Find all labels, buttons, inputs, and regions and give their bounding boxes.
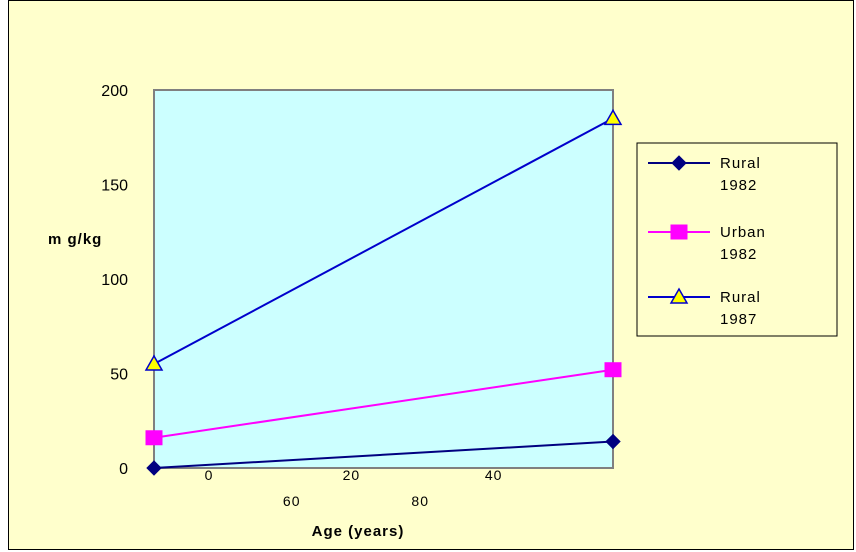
series-line: [153, 440, 614, 469]
legend-label: Rural: [720, 289, 761, 306]
legend-label: 1982: [720, 177, 757, 194]
data-point-square: [604, 362, 622, 378]
data-point-triangle: [603, 108, 623, 126]
x-tick-label: 40: [485, 467, 503, 483]
data-point-square: [145, 430, 163, 446]
data-point-diamond: [146, 460, 162, 476]
x-tick-label: 80: [411, 493, 429, 509]
x-tick-label: 60: [283, 493, 301, 509]
y-tick-label: 150: [101, 178, 128, 195]
data-point-square: [670, 224, 688, 240]
legend-label: Urban: [720, 224, 766, 241]
data-point-diamond: [671, 155, 687, 171]
y-axis-ticks: 0 50 100 150 200: [101, 83, 128, 478]
y-axis-title: m g/kg: [48, 231, 102, 248]
legend-box: [636, 142, 838, 337]
legend-label: 1982: [720, 246, 757, 263]
y-tick-label: 200: [101, 83, 128, 100]
x-tick-label: 20: [343, 467, 361, 483]
plot-area: [153, 89, 614, 469]
y-tick-label: 0: [119, 461, 128, 478]
series-lines: [153, 117, 614, 469]
legend-label: Rural: [720, 155, 761, 172]
series-line: [153, 117, 614, 365]
legend: Rural 1982 Urban 1982 Rural 1987: [636, 142, 838, 337]
series-line: [153, 368, 614, 439]
data-point-triangle: [669, 287, 689, 304]
y-tick-label: 100: [101, 272, 128, 289]
series-markers: [144, 108, 623, 476]
legend-label: 1987: [720, 311, 757, 328]
x-tick-label: 0: [205, 467, 214, 483]
x-axis-title: Age (years): [312, 523, 405, 540]
x-axis-ticks: 0 20 40 60 80: [205, 467, 503, 509]
y-tick-label: 50: [110, 367, 128, 384]
data-point-triangle: [144, 354, 164, 371]
data-point-diamond: [605, 433, 621, 450]
